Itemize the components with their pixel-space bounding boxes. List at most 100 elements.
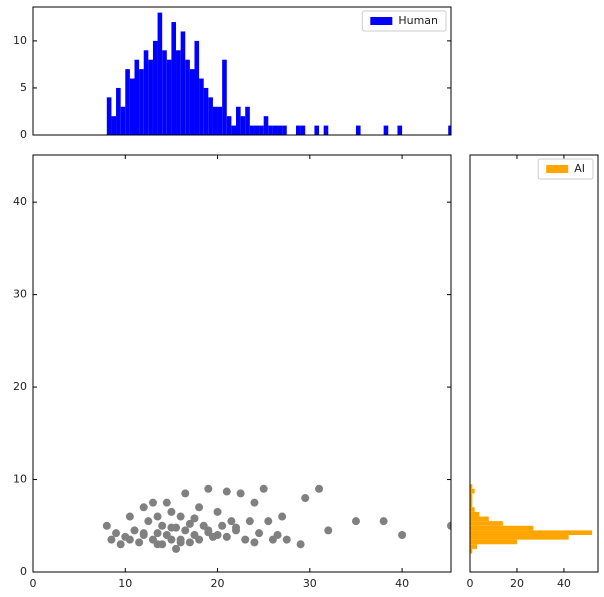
bar	[272, 125, 278, 135]
point	[278, 512, 287, 521]
y-tick-label: 5	[20, 81, 27, 94]
point	[255, 529, 264, 538]
axes-frame	[32, 6, 452, 136]
bar	[222, 59, 227, 135]
point	[213, 531, 222, 540]
point	[167, 507, 176, 516]
x-tick-label: 0	[467, 577, 474, 590]
point	[296, 540, 305, 549]
bar	[148, 59, 153, 135]
point	[135, 538, 144, 547]
point	[250, 538, 259, 547]
point	[176, 535, 185, 544]
point	[232, 523, 241, 532]
x-tick-label: 40	[395, 577, 409, 590]
bar	[120, 106, 126, 135]
point	[172, 544, 181, 553]
bar	[282, 125, 287, 135]
point	[190, 514, 199, 523]
bar	[470, 507, 475, 512]
point	[167, 535, 176, 544]
bar	[470, 484, 473, 489]
point	[116, 540, 125, 549]
bar	[106, 97, 112, 135]
point	[351, 517, 360, 526]
bar	[470, 535, 569, 540]
legend: AI	[537, 158, 594, 180]
point	[204, 484, 213, 493]
plot-area	[470, 484, 593, 554]
bar	[259, 125, 264, 135]
legend-box	[361, 10, 447, 32]
point	[112, 529, 121, 538]
point	[222, 487, 231, 496]
bar	[236, 106, 241, 135]
bar	[383, 125, 389, 135]
bar	[470, 521, 503, 526]
point	[301, 494, 310, 503]
point	[148, 498, 157, 507]
bar	[143, 50, 149, 135]
y-tick-label: 20	[13, 380, 27, 393]
bar	[185, 59, 190, 135]
y-tick-label: 0	[20, 565, 27, 578]
point	[315, 484, 324, 493]
bar	[355, 125, 361, 135]
bar	[152, 40, 158, 135]
x-tick-label: 0	[30, 577, 37, 590]
point	[259, 484, 268, 493]
bar	[116, 87, 121, 135]
point	[282, 535, 291, 544]
point	[185, 538, 194, 547]
bar	[448, 125, 451, 135]
bar	[162, 50, 167, 135]
bar	[208, 97, 213, 135]
bar	[323, 125, 329, 135]
legend-swatch	[370, 17, 393, 25]
bar	[470, 502, 473, 508]
point	[181, 526, 190, 535]
bar	[397, 125, 403, 135]
bar	[139, 69, 144, 135]
point	[379, 517, 388, 526]
bar	[189, 69, 195, 135]
axes-frame	[32, 154, 452, 573]
bar	[125, 69, 130, 135]
y-tick-label: 10	[13, 473, 27, 486]
point	[241, 535, 250, 544]
axes-frame	[469, 154, 599, 573]
bar	[263, 116, 269, 135]
bar	[203, 87, 209, 135]
point	[218, 521, 227, 530]
bar	[470, 516, 489, 522]
bar	[217, 106, 223, 135]
bar	[470, 493, 473, 499]
bar	[180, 31, 186, 135]
bar	[268, 125, 273, 135]
bar	[134, 59, 140, 135]
point	[153, 512, 162, 521]
bar	[111, 116, 117, 135]
legend-swatch	[546, 165, 569, 173]
x-tick-label: 30	[303, 577, 317, 590]
bar	[212, 106, 218, 135]
bar	[300, 125, 306, 135]
point	[264, 517, 273, 526]
point	[144, 517, 153, 526]
point	[153, 529, 162, 538]
point	[130, 526, 139, 535]
point	[139, 503, 148, 512]
point	[176, 512, 185, 521]
y-tick-label: 40	[13, 195, 27, 208]
point	[227, 517, 236, 526]
point	[447, 521, 451, 530]
point	[213, 507, 222, 516]
point	[107, 535, 116, 544]
bar	[470, 539, 517, 545]
bar	[226, 116, 232, 135]
bar	[166, 59, 172, 135]
plot-area	[102, 484, 451, 553]
x-tick-label: 20	[510, 577, 524, 590]
point	[125, 535, 134, 544]
